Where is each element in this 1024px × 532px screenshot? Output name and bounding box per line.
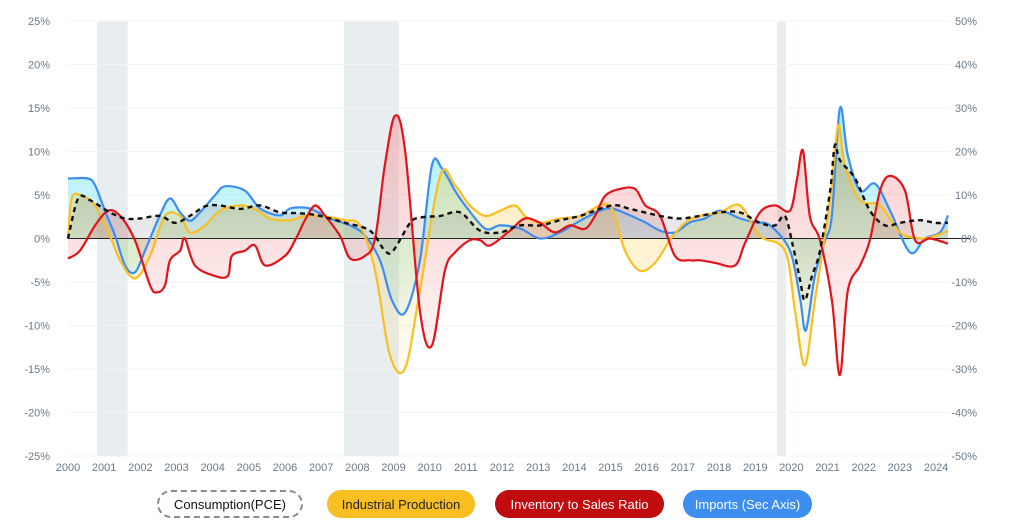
- x-tick-label: 2006: [273, 462, 297, 474]
- x-tick-label: 2001: [92, 462, 116, 474]
- y2-tick-label: -20%: [951, 321, 977, 333]
- y-tick-label: -25%: [24, 451, 50, 463]
- x-tick-label: 2007: [309, 462, 333, 474]
- x-tick-label: 2018: [707, 462, 731, 474]
- legend-label: Inventory to Sales Ratio: [510, 496, 649, 512]
- y2-tick-label: 30%: [955, 103, 977, 115]
- x-tick-label: 2012: [490, 462, 514, 474]
- y-tick-label: 25%: [28, 16, 50, 28]
- x-tick-label: 2023: [888, 462, 912, 474]
- y-tick-label: 5%: [34, 190, 50, 202]
- x-tick-label: 2017: [671, 462, 695, 474]
- y2-tick-label: 40%: [955, 60, 977, 72]
- x-tick-label: 2009: [381, 462, 405, 474]
- x-tick-label: 2022: [851, 462, 875, 474]
- series-area-inventory-to-sales: [68, 115, 949, 376]
- y-tick-label: 15%: [28, 103, 50, 115]
- x-tick-label: 2003: [164, 462, 188, 474]
- y2-tick-label: -50%: [951, 451, 977, 463]
- legend-label: Consumption(PCE): [174, 496, 286, 512]
- y2-tick-label: -30%: [951, 364, 977, 376]
- x-tick-label: 2011: [454, 462, 478, 474]
- x-tick-label: 2013: [526, 462, 550, 474]
- x-tick-label: 2024: [924, 462, 948, 474]
- x-tick-label: 2002: [128, 462, 152, 474]
- legend-consumption[interactable]: Consumption(PCE): [157, 490, 303, 518]
- y2-tick-label: -10%: [951, 277, 977, 289]
- x-tick-label: 2014: [562, 462, 586, 474]
- series-line-industrial-production: [66, 123, 949, 375]
- y-tick-label: 20%: [28, 60, 50, 72]
- y2-tick-label: -40%: [951, 408, 977, 420]
- y-tick-label: -20%: [24, 408, 50, 420]
- x-tick-label: 2021: [815, 462, 839, 474]
- legend-label: Imports (Sec Axis): [694, 496, 801, 512]
- x-tick-label: 2010: [417, 462, 441, 474]
- x-tick-label: 2000: [56, 462, 80, 474]
- x-tick-label: 2008: [345, 462, 369, 474]
- y-tick-label: -15%: [24, 364, 50, 376]
- x-tick-label: 2004: [200, 462, 224, 474]
- x-tick-label: 2015: [598, 462, 622, 474]
- y-tick-label: -5%: [30, 277, 50, 289]
- y2-tick-label: 20%: [955, 147, 977, 159]
- y-tick-label: 10%: [28, 147, 50, 159]
- series-area-consumption: [68, 144, 949, 301]
- y2-tick-label: 50%: [955, 16, 977, 28]
- legend-label: Industrial Production: [341, 496, 461, 512]
- x-tick-label: 2020: [779, 462, 803, 474]
- x-tick-label: 2019: [743, 462, 767, 474]
- x-tick-label: 2016: [634, 462, 658, 474]
- legend-inventory-to-sales[interactable]: Inventory to Sales Ratio: [495, 490, 664, 518]
- legend-imports[interactable]: Imports (Sec Axis): [683, 490, 812, 518]
- y2-tick-label: 0%: [961, 234, 977, 246]
- y-tick-label: 0%: [34, 234, 50, 246]
- y-tick-label: -10%: [24, 321, 50, 333]
- x-tick-label: 2005: [237, 462, 261, 474]
- legend-industrial-production[interactable]: Industrial Production: [327, 490, 475, 518]
- series-line-consumption: [66, 143, 949, 302]
- series-line-inventory-to-sales: [67, 114, 949, 377]
- y2-tick-label: 10%: [955, 190, 977, 202]
